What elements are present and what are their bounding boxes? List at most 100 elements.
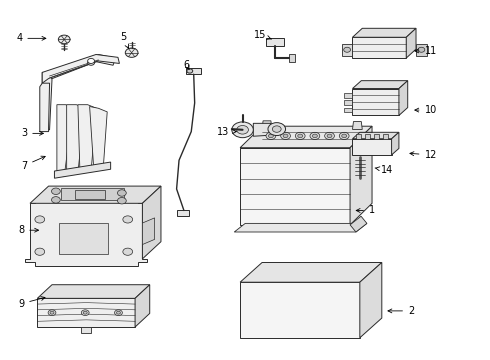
Polygon shape (42, 54, 120, 83)
Circle shape (283, 134, 288, 138)
Polygon shape (240, 262, 382, 282)
Circle shape (343, 47, 350, 52)
Circle shape (50, 311, 54, 314)
Circle shape (268, 123, 286, 135)
Polygon shape (352, 122, 362, 130)
Circle shape (123, 216, 133, 223)
Circle shape (187, 69, 193, 73)
Polygon shape (240, 126, 372, 148)
Polygon shape (75, 189, 105, 199)
Polygon shape (37, 298, 135, 327)
Bar (343, 93, 352, 98)
Polygon shape (234, 224, 367, 232)
Circle shape (88, 60, 95, 65)
Polygon shape (352, 139, 392, 155)
Polygon shape (37, 285, 150, 298)
Circle shape (269, 134, 273, 138)
Text: 7: 7 (21, 156, 45, 171)
Circle shape (342, 134, 346, 138)
Circle shape (313, 134, 318, 138)
Polygon shape (78, 105, 97, 171)
Circle shape (81, 310, 89, 316)
Polygon shape (143, 186, 161, 259)
Circle shape (35, 216, 45, 223)
Polygon shape (260, 269, 340, 282)
Polygon shape (57, 105, 73, 176)
Polygon shape (61, 188, 124, 200)
Circle shape (48, 310, 56, 316)
Polygon shape (392, 132, 399, 155)
Circle shape (339, 132, 349, 139)
Polygon shape (143, 218, 155, 244)
Bar (383, 134, 388, 139)
Text: 15: 15 (253, 30, 271, 40)
Polygon shape (262, 121, 272, 129)
Circle shape (35, 248, 45, 255)
Circle shape (115, 310, 122, 316)
Polygon shape (352, 132, 399, 139)
Text: 3: 3 (21, 129, 44, 138)
Bar (59, 223, 108, 253)
Circle shape (118, 190, 126, 196)
Polygon shape (54, 162, 111, 178)
Circle shape (272, 126, 281, 132)
Text: 8: 8 (18, 225, 39, 235)
Polygon shape (350, 126, 372, 225)
Circle shape (83, 311, 87, 314)
Circle shape (51, 188, 60, 194)
Text: 9: 9 (18, 297, 45, 309)
Polygon shape (67, 105, 85, 173)
Circle shape (125, 48, 138, 57)
Circle shape (298, 134, 303, 138)
Polygon shape (240, 282, 360, 338)
Bar (365, 134, 370, 139)
Text: 14: 14 (375, 165, 393, 175)
Polygon shape (350, 216, 367, 232)
Polygon shape (30, 186, 161, 203)
Text: 2: 2 (388, 306, 414, 316)
Polygon shape (135, 285, 150, 327)
Circle shape (281, 132, 291, 139)
Text: 13: 13 (218, 127, 236, 136)
Circle shape (123, 248, 133, 255)
Polygon shape (352, 81, 408, 89)
Polygon shape (253, 123, 271, 136)
Circle shape (118, 198, 126, 204)
Circle shape (88, 58, 95, 63)
Polygon shape (42, 54, 116, 80)
Circle shape (237, 126, 248, 134)
Bar (343, 108, 352, 112)
Text: 6: 6 (183, 60, 190, 70)
Circle shape (310, 132, 320, 139)
Circle shape (325, 132, 334, 139)
Text: 10: 10 (415, 105, 437, 115)
Polygon shape (406, 28, 416, 58)
Circle shape (51, 197, 60, 203)
Polygon shape (352, 89, 399, 116)
Polygon shape (81, 327, 91, 333)
Polygon shape (25, 200, 147, 266)
Circle shape (232, 122, 253, 138)
Polygon shape (40, 83, 49, 132)
Polygon shape (240, 148, 350, 225)
Bar (343, 100, 352, 105)
Polygon shape (90, 107, 107, 167)
Circle shape (327, 134, 332, 138)
Polygon shape (352, 37, 406, 58)
Polygon shape (352, 28, 416, 37)
Polygon shape (360, 262, 382, 338)
Polygon shape (342, 44, 352, 56)
Circle shape (117, 311, 121, 314)
Bar (374, 134, 379, 139)
Polygon shape (399, 81, 408, 116)
Text: 12: 12 (410, 150, 437, 160)
Text: 11: 11 (415, 46, 437, 56)
Bar (186, 68, 201, 74)
Circle shape (418, 47, 425, 52)
Bar (176, 210, 189, 216)
Circle shape (266, 132, 276, 139)
Circle shape (295, 132, 305, 139)
Bar (356, 134, 361, 139)
Polygon shape (42, 72, 52, 130)
Bar (289, 54, 295, 62)
